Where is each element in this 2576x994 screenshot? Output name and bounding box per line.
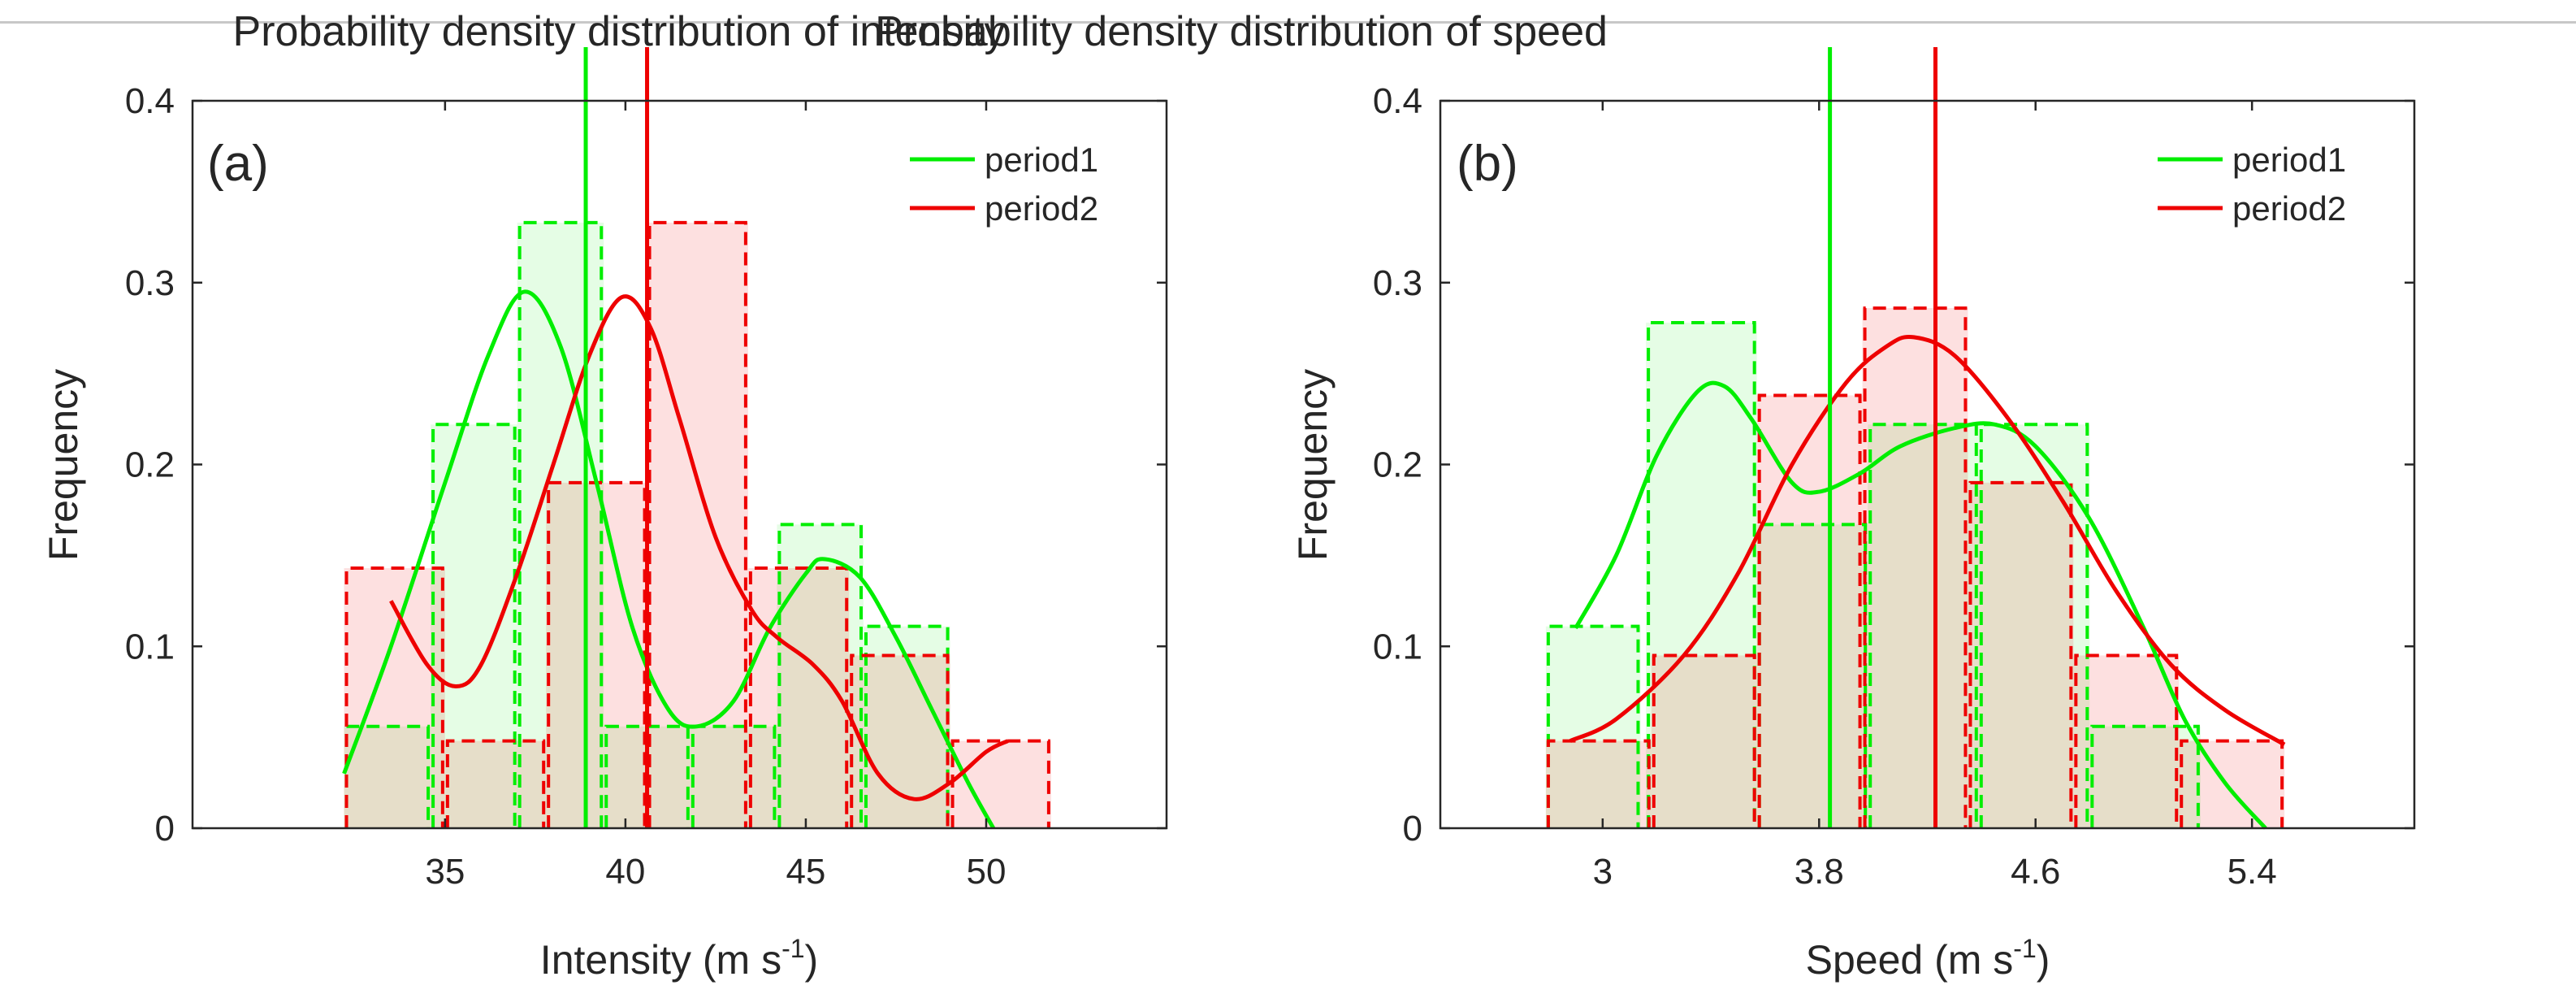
y-ticks: 0 0.1 0.2 0.3 0.4 (1373, 81, 2414, 849)
top-divider (0, 21, 2576, 24)
x-tick-label: 35 (425, 852, 465, 892)
legend-label-period1: period1 (985, 141, 1098, 179)
hist-bin-fill-period2 (2073, 655, 2180, 828)
x-ticks: 3 3.8 4.6 5.4 (1593, 101, 2277, 892)
hist-bin-fill-period2 (1968, 482, 2074, 828)
hist-bin-outline-period1 (691, 724, 777, 828)
hist-bin-outline-period2 (2074, 653, 2179, 828)
panel-intensity: Probability density distribution of inte… (41, 8, 1168, 983)
hist-bin-outline-period2 (1863, 306, 1968, 828)
chart-title: Probability density distribution of inte… (233, 8, 1006, 55)
hist-bin-outline-period2 (1968, 480, 2073, 828)
hist-bin-fill-period2 (546, 482, 647, 828)
hist-bin-fill-period2 (1545, 740, 1652, 828)
hist-bin-outline-period2 (647, 220, 747, 828)
y-tick-label: 0.1 (1373, 627, 1422, 666)
hist-bin-outline-period2 (2180, 739, 2284, 828)
y-tick-label: 0.3 (125, 263, 175, 303)
hist-bin-outline-period2 (1546, 739, 1651, 828)
kde-curve-period2 (1569, 334, 2286, 747)
hist-bin-fill-period2 (1862, 308, 1968, 828)
hist-bin-outline-period1 (2090, 724, 2200, 828)
hist-bin-fill-period1 (1545, 626, 1641, 828)
hist-bin-outline-period1 (1979, 423, 2089, 828)
hist-bin-outline-period1 (1546, 624, 1640, 828)
panel-speed: Probability density distribution of spee… (875, 8, 2416, 983)
x-tick-label: 50 (966, 852, 1006, 892)
x-axis-label: Intensity (m s-1) (540, 934, 818, 983)
hist-bin-fill-period1 (431, 424, 517, 828)
y-tick-label: 0 (155, 809, 175, 849)
hist-bin-fill-period2 (1756, 395, 1863, 829)
x-tick-label: 45 (786, 852, 825, 892)
hist-bin-outline-period2 (344, 566, 444, 828)
hist-bin-outline-period1 (777, 523, 863, 828)
x-tick-label: 40 (605, 852, 645, 892)
y-tick-label: 0.4 (1373, 81, 1422, 121)
hist-bin-outline-period2 (445, 739, 546, 828)
hist-bin-fill-period2 (747, 568, 850, 828)
hist-bin-outline-period2 (950, 739, 1050, 828)
y-tick-label: 0.1 (125, 627, 175, 666)
hist-bin-fill-period1 (777, 524, 864, 828)
kde-curve-period1 (342, 289, 996, 830)
hist-bin-fill-period2 (647, 222, 748, 829)
plot-area (1545, 47, 2286, 830)
legend-label-period2: period2 (2232, 189, 2346, 228)
y-tick-label: 0 (1403, 809, 1422, 849)
plot-area (342, 47, 1051, 830)
hist-bin-outline-period1 (1868, 423, 1978, 828)
hist-bin-fill-period2 (2179, 740, 2285, 828)
y-tick-label: 0.3 (1373, 263, 1422, 303)
y-axis-label: Frequency (1290, 369, 1336, 561)
x-tick-label: 4.6 (2011, 852, 2060, 892)
hist-bin-fill-period1 (690, 726, 777, 828)
legend-label-period2: period2 (985, 189, 1098, 228)
y-tick-label: 0.2 (1373, 445, 1422, 485)
hist-bin-fill-period2 (1651, 655, 1757, 828)
hist-bin-fill-period1 (1756, 524, 1868, 828)
panel-label: (b) (1457, 136, 1518, 192)
hist-bin-fill-period2 (444, 740, 547, 828)
x-axis-label: Speed (m s-1) (1806, 934, 2050, 983)
legend-label-period1: period1 (2232, 141, 2346, 179)
hist-bin-outline-period2 (748, 566, 849, 828)
kde-curve-period1 (1574, 380, 2267, 830)
x-tick-label: 3 (1593, 852, 1613, 892)
chart-title: Probability density distribution of spee… (875, 8, 1608, 55)
y-axis-label: Frequency (41, 369, 86, 561)
x-tick-label: 3.8 (1795, 852, 1844, 892)
x-ticks: 35 40 45 50 (425, 101, 1006, 892)
hist-bin-outline-period1 (1647, 320, 1756, 828)
hist-bin-fill-period1 (344, 726, 431, 828)
panel-label: (a) (207, 136, 269, 192)
legend: period1 period2 (910, 141, 1098, 228)
y-tick-label: 0.4 (125, 81, 175, 121)
hist-bin-fill-period2 (849, 655, 950, 828)
kde-curve-period2 (389, 294, 1009, 801)
legend: period1 period2 (2158, 141, 2346, 228)
y-tick-label: 0.2 (125, 445, 175, 485)
x-tick-label: 5.4 (2227, 852, 2277, 892)
y-ticks: 0 0.1 0.2 0.3 0.4 (125, 81, 1167, 849)
hist-bin-fill-period1 (1868, 424, 1979, 828)
hist-bin-fill-period2 (950, 740, 1051, 828)
hist-bin-outline-period2 (1652, 653, 1756, 828)
